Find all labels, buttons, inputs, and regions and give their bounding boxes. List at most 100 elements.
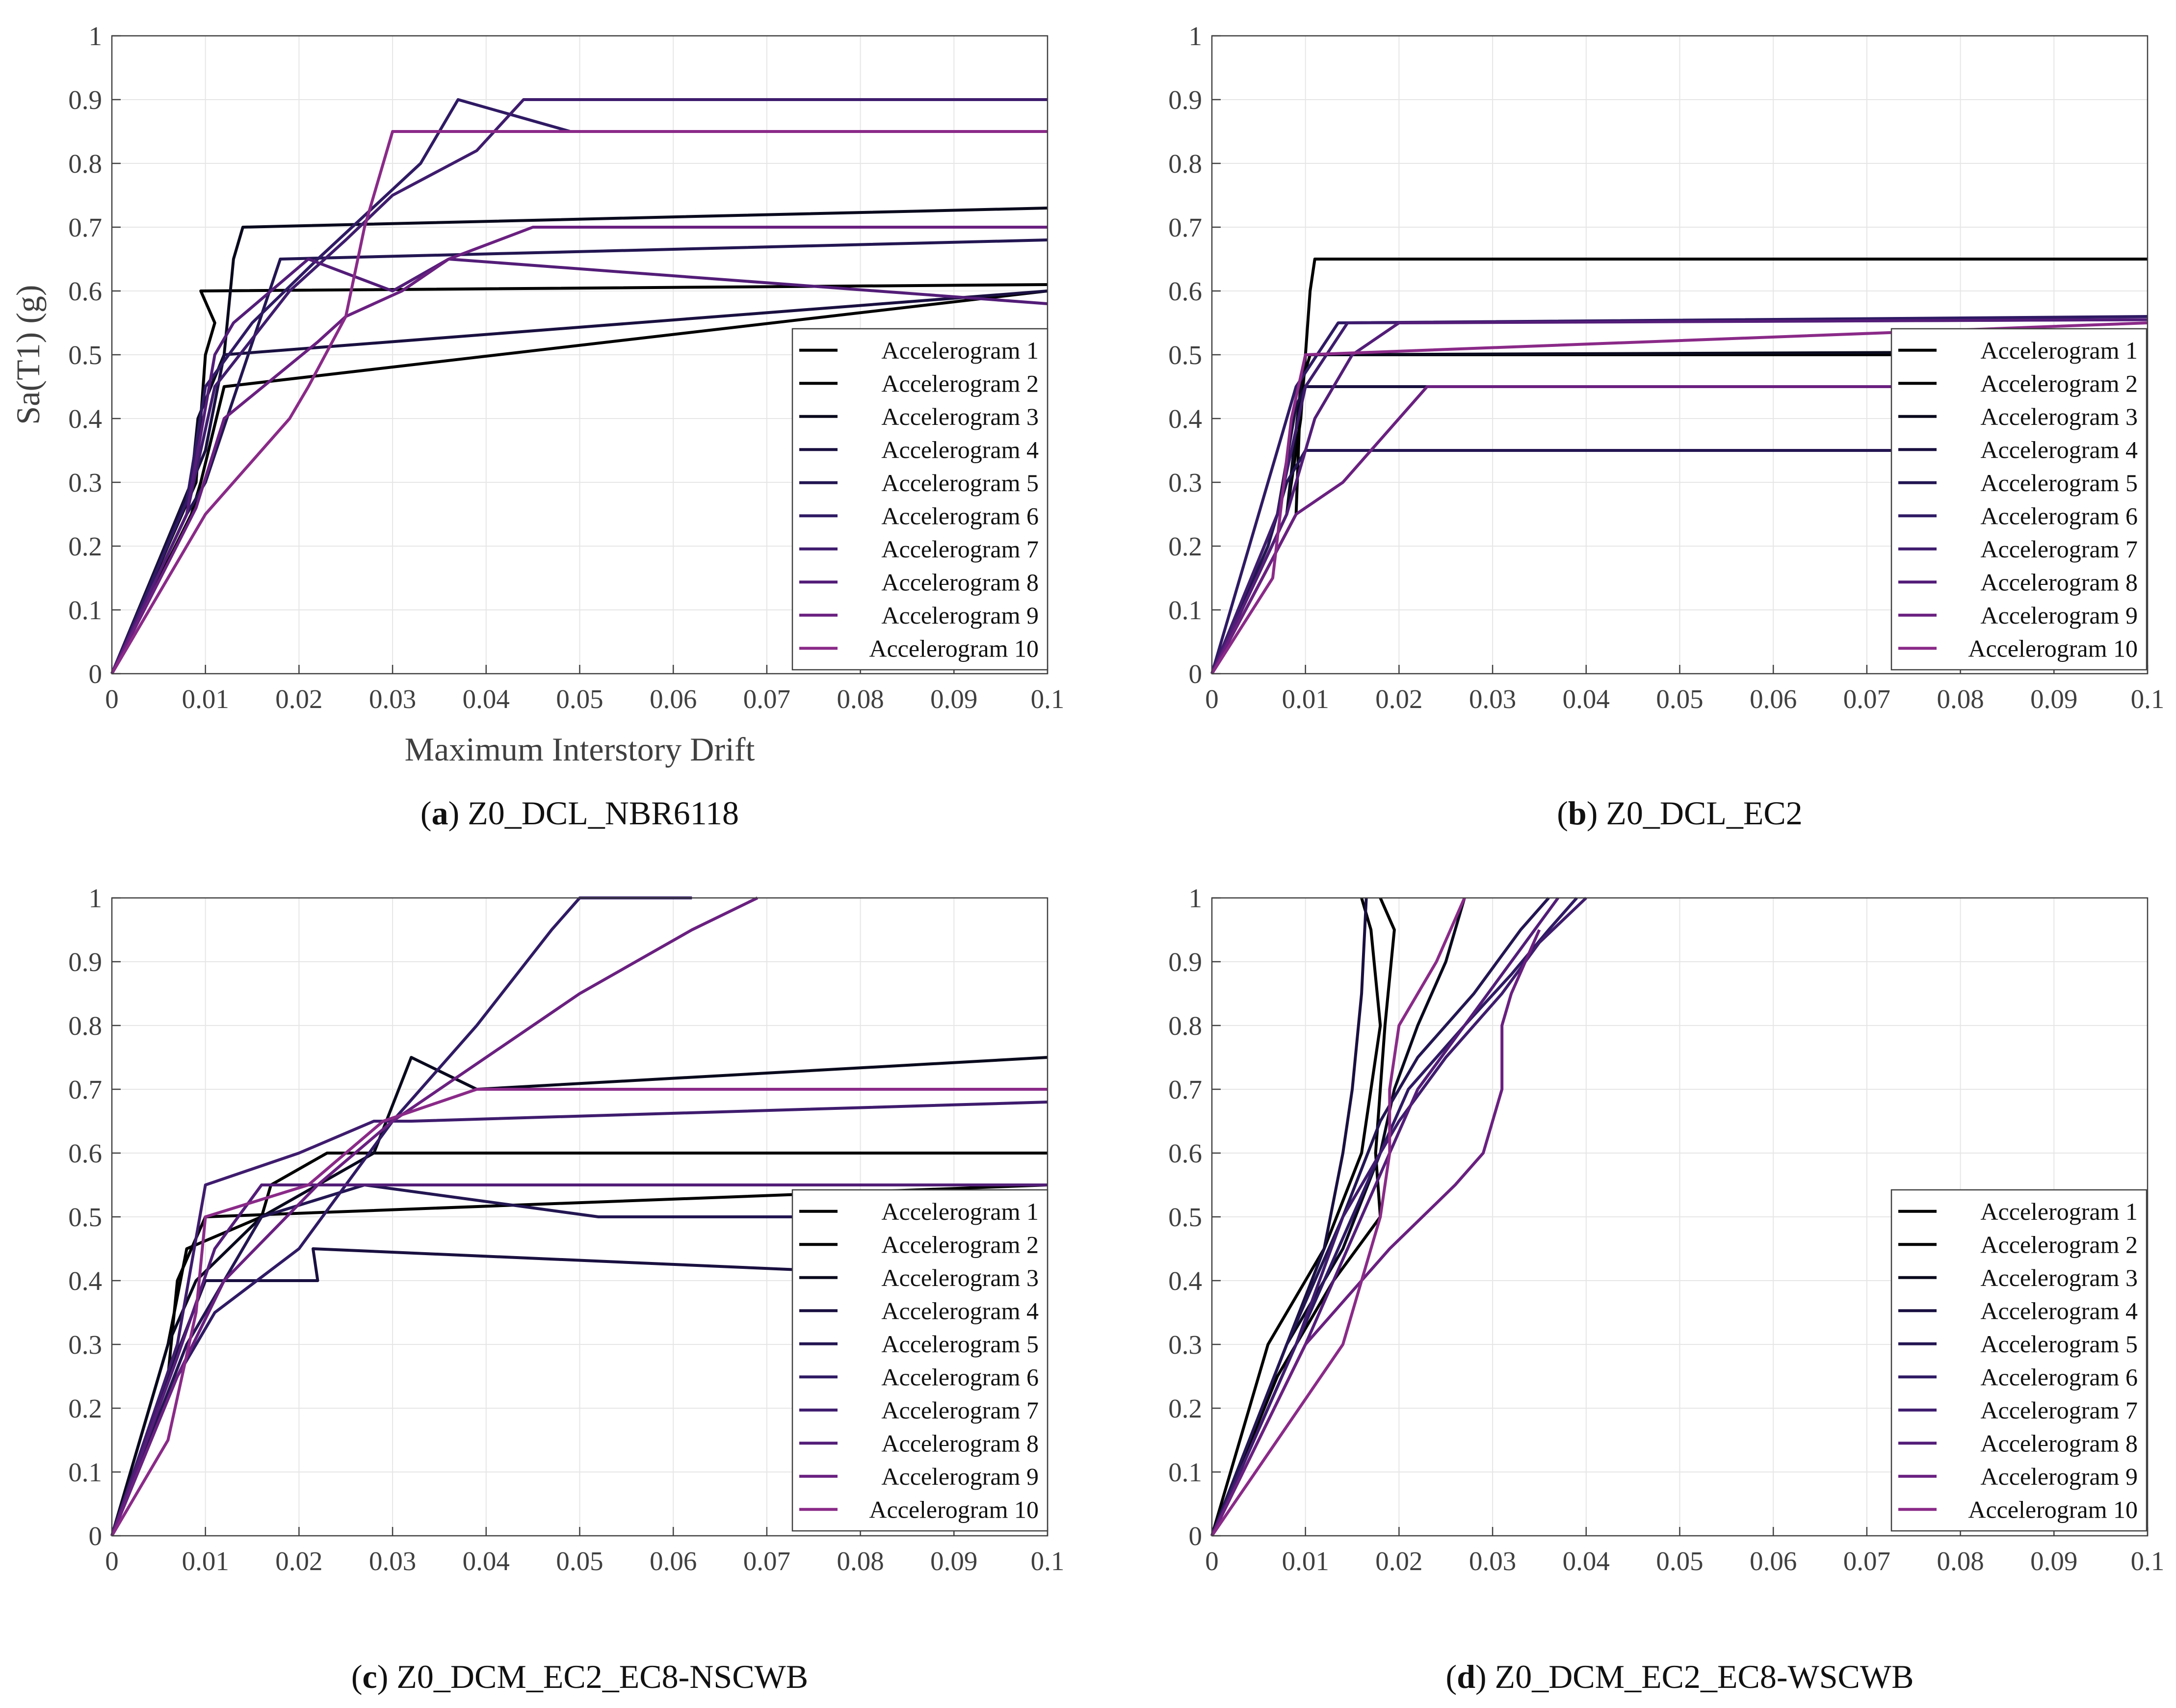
legend-box [1890,1189,2148,1532]
x-tick-label: 0 [1205,1546,1219,1576]
series-line-1 [1210,897,1382,1536]
x-tick-label: 0.03 [369,684,416,714]
legend-label: Accelerogram 2 [1980,1231,2138,1258]
panel-caption: (d) Z0_DCM_EC2_EC8-WSCWB [1446,1658,1914,1695]
panel-caption: (a) Z0_DCL_NBR6118 [420,794,739,832]
x-tick-label: 0.1 [2131,1546,2165,1576]
x-tick-label: 0 [105,1546,119,1576]
y-tick-label: 0.3 [68,468,102,498]
x-tick-label: 0.08 [1937,684,1984,714]
y-tick-label: 0 [1189,1521,1203,1551]
series-line-9 [1210,929,1541,1537]
legend-label: Accelerogram 10 [869,1496,1039,1523]
x-tick-label: 0.04 [463,684,510,714]
legend-label: Accelerogram 3 [881,403,1039,430]
x-tick-label: 0.1 [2131,684,2165,714]
y-tick-label: 1 [1189,21,1203,51]
x-axis-label: Maximum Interstory Drift [405,731,755,768]
legend-label: Accelerogram 10 [1968,634,2138,662]
legend-label: Accelerogram 1 [1980,337,2138,364]
y-tick-label: 0.8 [68,1011,102,1041]
series-line-5 [1210,897,1550,1537]
legend-label: Accelerogram 6 [881,502,1039,529]
y-axis-label: Sa(T1) (g) [9,285,47,424]
legend-label: Accelerogram 2 [881,369,1039,397]
series-line-9 [1210,385,2148,675]
x-tick-label: 0.02 [1375,684,1422,714]
x-tick-label: 0 [1205,684,1219,714]
series-line-8 [1210,318,2148,675]
x-tick-label: 0.1 [1031,684,1065,714]
y-tick-label: 0.2 [68,1393,102,1423]
panel-caption: (b) Z0_DCL_EC2 [1557,794,1803,832]
legend-label: Accelerogram 8 [881,568,1039,596]
legend-box [791,328,1049,671]
legend-label: Accelerogram 7 [881,1396,1039,1424]
y-tick-label: 0.1 [1168,595,1202,625]
legend-label: Accelerogram 6 [1980,1363,2138,1391]
series-line-3 [1210,897,1466,1537]
y-tick-label: 0.7 [1168,212,1202,242]
x-tick-label: 0.05 [556,684,603,714]
series-line-8 [110,1183,1048,1537]
legend-label: Accelerogram 8 [1980,568,2138,596]
legend-label: Accelerogram 3 [881,1264,1039,1291]
x-tick-label: 0.05 [1656,684,1703,714]
legend-label: Accelerogram 4 [1980,1297,2138,1324]
y-tick-label: 0.9 [1168,85,1202,115]
x-tick-label: 0.08 [837,1546,884,1576]
x-tick-label: 0.08 [1937,1546,1984,1576]
y-tick-label: 0.1 [68,595,102,625]
x-tick-label: 0.01 [1282,684,1329,714]
x-tick-label: 0.04 [1563,684,1610,714]
y-tick-label: 0.9 [1168,947,1202,977]
x-tick-label: 0.06 [650,684,697,714]
legend-label: Accelerogram 4 [881,436,1039,463]
x-tick-label: 0.02 [275,684,322,714]
legend-box [791,1189,1049,1532]
legend-label: Accelerogram 9 [881,1463,1039,1490]
x-tick-label: 0.07 [1843,684,1890,714]
y-tick-label: 0.7 [1168,1075,1202,1104]
x-tick-label: 0.05 [1656,1546,1703,1576]
x-tick-label: 0.04 [463,1546,510,1576]
y-tick-label: 0.1 [1168,1457,1202,1487]
y-tick-label: 0.2 [68,531,102,561]
y-tick-label: 1 [89,883,103,913]
legend-label: Accelerogram 7 [881,535,1039,563]
x-tick-label: 0.08 [837,684,884,714]
legend-label: Accelerogram 5 [881,469,1039,497]
y-tick-label: 0 [89,1521,103,1551]
x-tick-label: 0.09 [2030,684,2077,714]
x-tick-label: 0.06 [650,1546,697,1576]
y-tick-label: 1 [89,21,103,51]
legend-label: Accelerogram 6 [1980,502,2138,529]
series-line-5 [1210,449,2148,675]
series-line-9 [110,896,759,1537]
x-tick-label: 0.09 [930,1546,977,1576]
legend-label: Accelerogram 7 [1980,1396,2138,1424]
y-tick-label: 0.8 [1168,1011,1202,1041]
legend-label: Accelerogram 9 [1980,602,2138,629]
y-tick-label: 0.9 [68,85,102,115]
x-tick-label: 0.01 [1282,1546,1329,1576]
y-tick-label: 0.6 [68,1138,102,1168]
y-tick-label: 0.4 [68,1266,102,1296]
y-tick-label: 0.6 [1168,276,1202,306]
y-tick-label: 0.2 [1168,1393,1202,1423]
x-tick-label: 0.01 [182,1546,229,1576]
legend-label: Accelerogram 10 [1968,1496,2138,1523]
y-tick-label: 0.3 [1168,1330,1202,1360]
legend-label: Accelerogram 3 [1980,1264,2138,1291]
x-tick-label: 0.01 [182,684,229,714]
y-tick-label: 0.2 [1168,531,1202,561]
x-tick-label: 0.03 [369,1546,416,1576]
y-tick-label: 0 [1189,659,1203,689]
y-tick-label: 0.5 [1168,1202,1202,1232]
series-line-10 [1210,897,1466,1537]
y-tick-label: 0.4 [1168,404,1202,434]
legend: Accelerogram 1 Accelerogram 2 Accelerogram… [1890,1189,2148,1532]
y-tick-label: 0.1 [68,1457,102,1487]
y-tick-label: 0.7 [68,212,102,242]
